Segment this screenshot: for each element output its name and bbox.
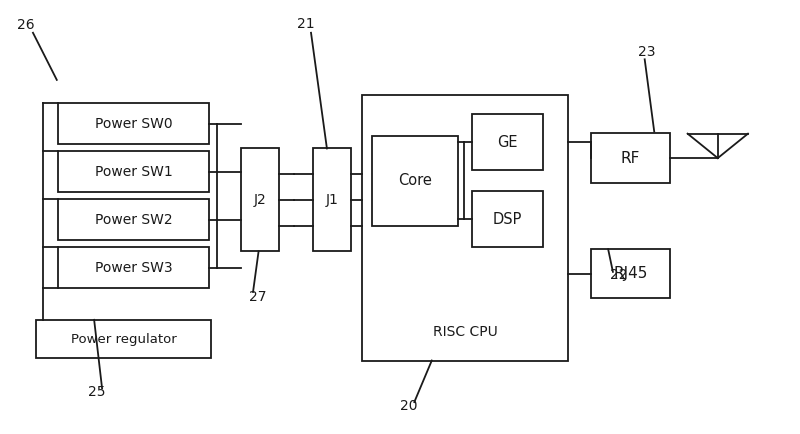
Text: 26: 26 [17,18,34,33]
Text: Power regulator: Power regulator [70,332,177,345]
Text: 25: 25 [88,385,106,399]
Bar [471,191,543,247]
Text: 22: 22 [610,268,627,282]
Text: RISC CPU: RISC CPU [433,325,498,339]
Bar [362,95,569,361]
Text: Core: Core [398,173,432,188]
Bar [372,135,458,226]
Bar [58,151,210,192]
Bar [58,247,210,288]
Bar [58,103,210,144]
Bar [241,148,279,251]
Text: J1: J1 [326,193,338,207]
Text: 21: 21 [297,17,314,32]
Text: J2: J2 [254,193,266,207]
Text: DSP: DSP [493,212,522,227]
Bar [471,114,543,170]
Text: 27: 27 [249,289,266,303]
Text: RJ45: RJ45 [614,266,647,281]
Bar [590,133,670,183]
Text: 23: 23 [638,45,656,59]
Bar [58,200,210,240]
Bar [590,249,670,299]
Text: Power SW0: Power SW0 [95,117,173,131]
Text: Power SW3: Power SW3 [95,261,173,275]
Text: 20: 20 [400,399,418,413]
Text: GE: GE [497,135,518,150]
Text: Power SW2: Power SW2 [95,213,173,227]
Text: Power SW1: Power SW1 [95,165,173,179]
Bar [313,148,350,251]
Text: RF: RF [621,151,640,166]
Bar [36,320,211,358]
